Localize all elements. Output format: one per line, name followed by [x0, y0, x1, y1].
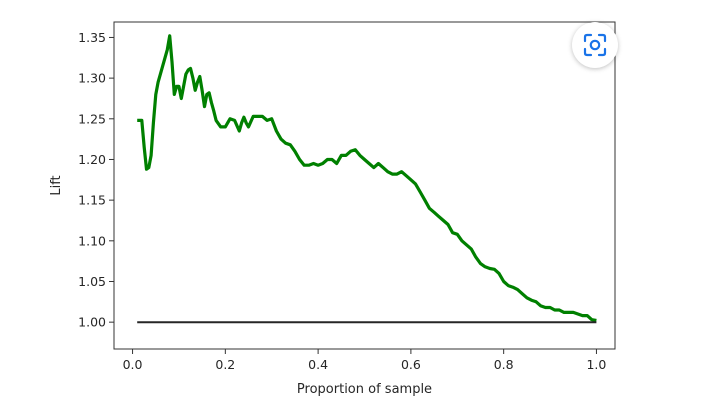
y-tick-label: 1.15 — [78, 193, 106, 208]
x-tick-label: 0.2 — [215, 357, 235, 372]
lift-curve — [137, 34, 597, 323]
x-tick-label: 0.8 — [494, 357, 514, 372]
plot-frame — [113, 21, 616, 350]
x-tick-label: 1.0 — [586, 357, 606, 372]
y-tick-label: 1.25 — [78, 111, 106, 126]
y-tick-label: 1.10 — [78, 233, 106, 248]
y-tick-label: 1.00 — [78, 315, 106, 330]
y-axis-label: Lift — [49, 175, 64, 195]
lens-button[interactable] — [572, 22, 618, 68]
y-tick-label: 1.35 — [78, 30, 106, 45]
x-tick-label: 0.6 — [401, 357, 421, 372]
y-axis: 1.00 1.05 1.10 1.15 1.20 1.25 1.30 1.35 — [78, 30, 114, 330]
x-tick-label: 0.0 — [123, 357, 143, 372]
x-axis: 0.0 0.2 0.4 0.6 0.8 1.0 — [123, 349, 606, 372]
y-tick-label: 1.05 — [78, 274, 106, 289]
x-tick-label: 0.4 — [308, 357, 328, 372]
y-tick-label: 1.20 — [78, 152, 106, 167]
y-tick-label: 1.30 — [78, 71, 106, 86]
google-lens-icon — [583, 33, 607, 57]
series-layer — [137, 34, 597, 324]
x-axis-label: Proportion of sample — [297, 382, 432, 397]
